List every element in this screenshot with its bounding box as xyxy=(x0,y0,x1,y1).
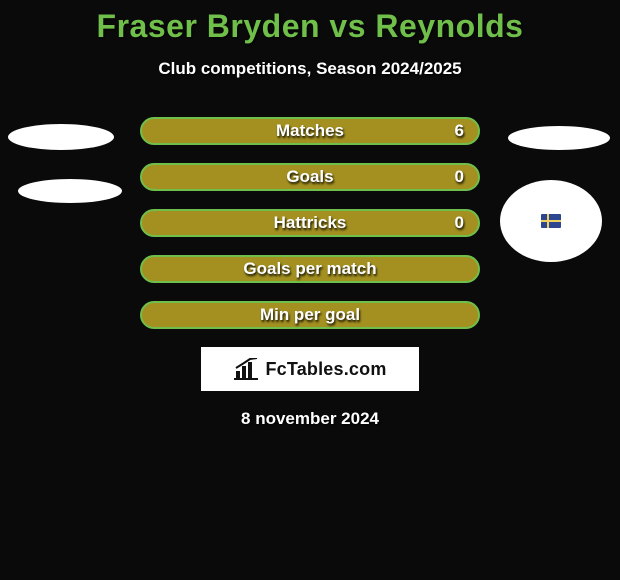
stat-bar-matches: Matches 6 xyxy=(140,117,480,145)
stat-label: Min per goal xyxy=(142,305,478,325)
brand-text: FcTables.com xyxy=(265,359,386,380)
stat-bar-goals-per-match: Goals per match xyxy=(140,255,480,283)
stat-bars: Matches 6 Goals 0 Hattricks 0 Goals per … xyxy=(140,117,480,329)
brand-badge: FcTables.com xyxy=(201,347,419,391)
stat-label: Matches xyxy=(142,121,478,141)
stat-bar-hattricks: Hattricks 0 xyxy=(140,209,480,237)
stat-label: Goals xyxy=(142,167,478,187)
flag-icon xyxy=(541,214,561,228)
stat-value: 6 xyxy=(455,121,464,141)
bar-chart-icon xyxy=(233,358,259,380)
decor-circle-right xyxy=(500,180,602,262)
stat-label: Goals per match xyxy=(142,259,478,279)
decor-ellipse-bottom-left xyxy=(18,179,122,203)
date-text: 8 november 2024 xyxy=(0,409,620,429)
subtitle: Club competitions, Season 2024/2025 xyxy=(0,59,620,79)
stat-value: 0 xyxy=(455,213,464,233)
stat-bar-min-per-goal: Min per goal xyxy=(140,301,480,329)
page-title: Fraser Bryden vs Reynolds xyxy=(0,8,620,45)
decor-ellipse-top-right xyxy=(508,126,610,150)
root-container: Fraser Bryden vs Reynolds Club competiti… xyxy=(0,0,620,580)
stat-value: 0 xyxy=(455,167,464,187)
decor-ellipse-top-left xyxy=(8,124,114,150)
stat-bar-goals: Goals 0 xyxy=(140,163,480,191)
stat-label: Hattricks xyxy=(142,213,478,233)
